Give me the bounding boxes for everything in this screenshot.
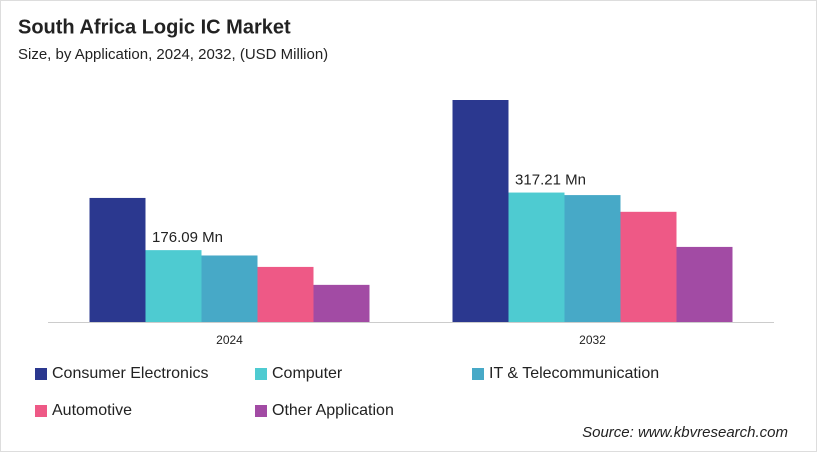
legend-swatch xyxy=(35,368,47,380)
legend-label: Other Application xyxy=(272,402,394,419)
legend-label: Computer xyxy=(272,365,343,382)
bar xyxy=(89,197,146,322)
chart-title: South Africa Logic IC Market xyxy=(18,16,291,38)
bar xyxy=(564,195,621,322)
legend-swatch xyxy=(35,405,47,417)
x-tick-label: 2024 xyxy=(216,333,243,347)
bar xyxy=(257,266,314,322)
legend-label: Automotive xyxy=(52,402,132,419)
legend-swatch xyxy=(472,368,484,380)
value-label: 176.09 Mn xyxy=(152,229,223,246)
legend-label: IT & Telecommunication xyxy=(489,365,659,382)
bar xyxy=(145,250,202,322)
chart-subtitle: Size, by Application, 2024, 2032, (USD M… xyxy=(18,46,328,63)
legend-label: Consumer Electronics xyxy=(52,365,209,382)
bar xyxy=(201,255,258,322)
x-tick-label: 2032 xyxy=(579,333,606,347)
value-label: 317.21 Mn xyxy=(515,172,586,189)
legend-swatch xyxy=(255,368,267,380)
source: Source: www.kbvresearch.com xyxy=(582,424,788,441)
bar xyxy=(508,192,565,322)
bar xyxy=(452,100,509,322)
bar xyxy=(313,284,370,322)
legend-swatch xyxy=(255,405,267,417)
bar xyxy=(620,211,677,322)
bar xyxy=(676,246,733,322)
